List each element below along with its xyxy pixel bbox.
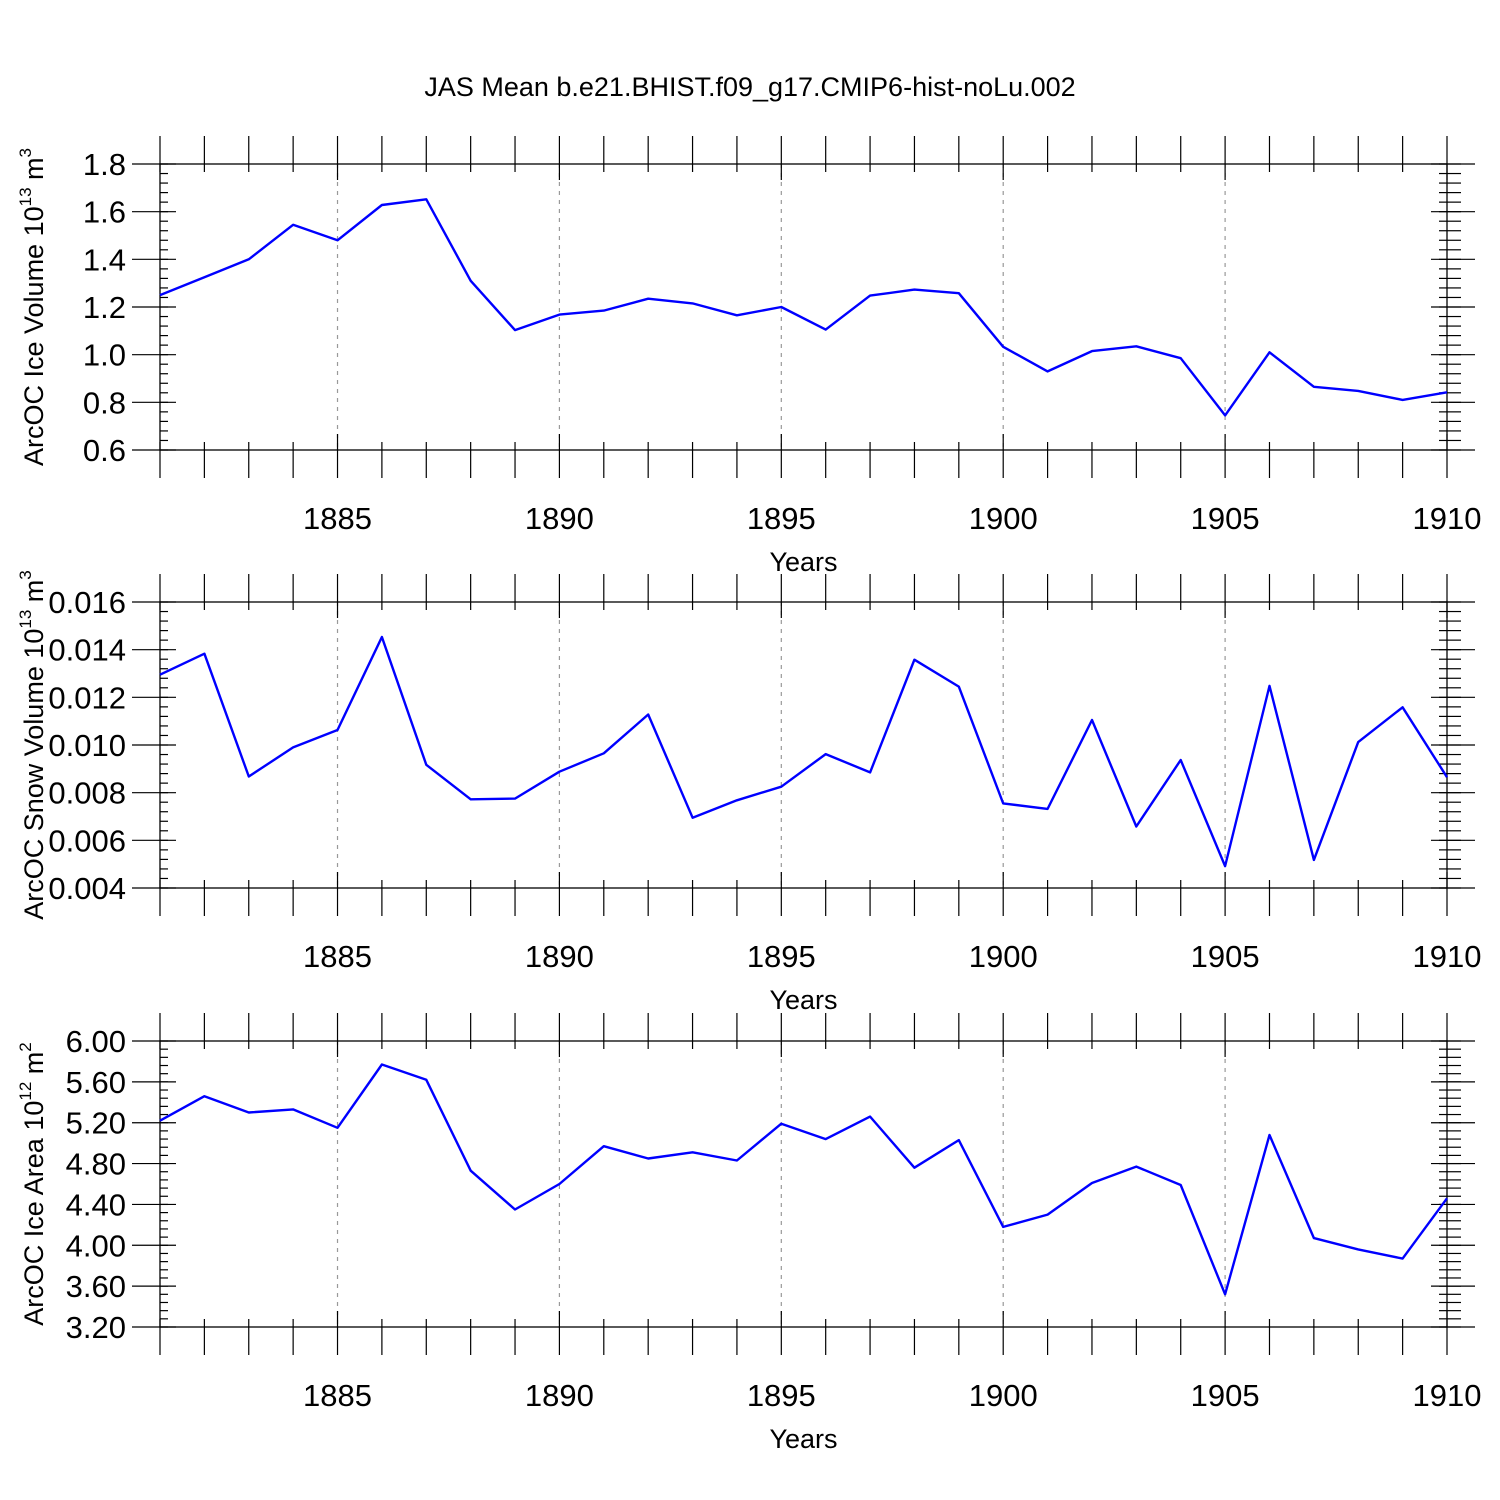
y-tick-label: 0.6 — [83, 433, 126, 468]
y-axis-label: ArcOC Ice Volume 1013 m3 — [16, 148, 49, 466]
y-tick-label: 0.006 — [48, 823, 126, 858]
chart-panel-1: 1885 1890 1895 1900 1905 1910 0.6 0.8 1.0 1.2 1.4 1… — [16, 136, 1481, 577]
x-tick-label: 1910 — [1413, 939, 1482, 974]
chart-panel-3: 1885 1890 1895 1900 1905 1910 3.20 3.60 4.00 4.40… — [16, 1013, 1481, 1454]
y-tick-label: 3.60 — [66, 1269, 126, 1304]
y-tick-label: 5.60 — [66, 1065, 126, 1100]
y-tick-label: 0.004 — [48, 871, 126, 906]
x-axis-label: Years — [769, 985, 837, 1015]
x-tick-label: 1890 — [525, 1378, 594, 1413]
y-tick-label: 1.0 — [83, 338, 126, 373]
y-tick-label: 1.2 — [83, 290, 126, 325]
series-line — [159, 635, 1449, 868]
y-tick-label: 1.6 — [83, 195, 126, 230]
y-tick-label: 3.20 — [66, 1310, 126, 1345]
y-tick-label: 0.008 — [48, 776, 126, 811]
y-axis-label: ArcOC Ice Area 1012 m2 — [16, 1042, 49, 1326]
y-tick-label: 0.016 — [48, 585, 126, 620]
y-tick-label: 6.00 — [66, 1024, 126, 1059]
x-tick-label: 1910 — [1413, 501, 1482, 536]
y-tick-label: 4.40 — [66, 1187, 126, 1222]
plot-frame — [159, 1040, 1448, 1328]
x-tick-label: 1895 — [747, 939, 816, 974]
y-tick-label: 0.010 — [48, 728, 126, 763]
plot-frame — [159, 163, 1448, 451]
y-tick-label: 0.014 — [48, 633, 126, 668]
y-tick-label: 1.8 — [83, 147, 126, 182]
series-line — [159, 1063, 1448, 1296]
x-tick-label: 1900 — [969, 939, 1038, 974]
x-tick-label: 1905 — [1191, 501, 1260, 536]
series-line — [159, 198, 1448, 417]
x-axis-label: Years — [769, 547, 837, 577]
chart-panel-2: 1885 1890 1895 1900 1905 1910 0.004 0.006 0.008 0… — [16, 570, 1481, 1015]
chart-title: JAS Mean b.e21.BHIST.f09_g17.CMIP6-hist-… — [424, 72, 1075, 102]
x-axis-label: Years — [769, 1424, 837, 1454]
x-tick-label: 1890 — [525, 939, 594, 974]
x-tick-label: 1890 — [525, 501, 594, 536]
x-tick-label: 1885 — [303, 1378, 372, 1413]
y-tick-label: 0.012 — [48, 680, 126, 715]
x-tick-label: 1905 — [1191, 939, 1260, 974]
x-tick-label: 1895 — [747, 501, 816, 536]
x-tick-label: 1900 — [969, 501, 1038, 536]
x-tick-label: 1885 — [303, 501, 372, 536]
x-tick-label: 1910 — [1413, 1378, 1482, 1413]
y-tick-label: 5.20 — [66, 1106, 126, 1141]
y-tick-label: 4.00 — [66, 1228, 126, 1263]
y-tick-label: 0.8 — [83, 385, 126, 420]
y-tick-label: 1.4 — [83, 242, 126, 277]
x-tick-label: 1900 — [969, 1378, 1038, 1413]
x-tick-label: 1895 — [747, 1378, 816, 1413]
x-tick-label: 1905 — [1191, 1378, 1260, 1413]
y-tick-label: 4.80 — [66, 1147, 126, 1182]
y-axis-label: ArcOC Snow Volume 1013 m3 — [16, 570, 49, 920]
x-tick-label: 1885 — [303, 939, 372, 974]
